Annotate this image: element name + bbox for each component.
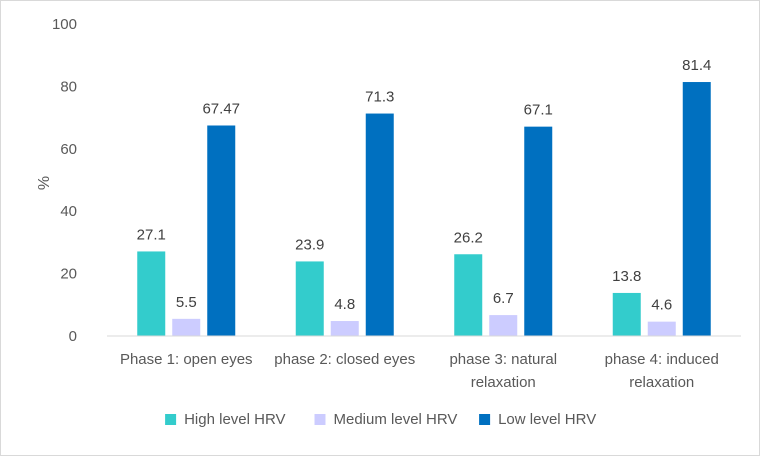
bar <box>454 254 483 336</box>
y-tick-label: 100 <box>52 16 77 33</box>
legend-swatch <box>165 414 177 425</box>
data-label: 23.9 <box>295 236 324 253</box>
x-category-label: Phase 1: open eyes <box>120 351 253 368</box>
y-tick-label: 60 <box>60 141 77 158</box>
bar <box>295 261 324 336</box>
legend-label: High level HRV <box>184 411 285 428</box>
bar <box>137 251 166 336</box>
data-label: 4.8 <box>334 296 355 313</box>
data-label: 67.1 <box>524 102 553 119</box>
bar <box>172 318 201 336</box>
x-category-label: phase 3: natural <box>449 351 557 368</box>
bar <box>682 82 711 336</box>
bar <box>524 126 553 336</box>
data-label: 71.3 <box>365 89 394 106</box>
y-tick-label: 80 <box>60 78 77 95</box>
data-label: 4.6 <box>651 297 672 314</box>
data-label: 27.1 <box>137 226 166 243</box>
legend-swatch <box>314 414 326 425</box>
x-category-label: phase 2: closed eyes <box>274 351 415 368</box>
legend-swatch <box>479 414 491 425</box>
data-label: 81.4 <box>682 57 711 74</box>
y-tick-label: 40 <box>60 203 77 220</box>
bar <box>207 125 236 337</box>
bar <box>489 315 518 336</box>
x-category-label: phase 4: induced <box>605 351 719 368</box>
data-label: 13.8 <box>612 268 641 285</box>
legend-label: Low level HRV <box>498 411 596 428</box>
y-tick-label: 0 <box>69 328 77 345</box>
y-axis-label: % <box>36 176 53 190</box>
x-category-label: relaxation <box>471 374 536 391</box>
y-tick-label: 20 <box>60 266 77 283</box>
data-label: 6.7 <box>493 290 514 307</box>
legend-label: Medium level HRV <box>334 411 458 428</box>
data-label: 67.47 <box>202 100 240 117</box>
x-category-label: relaxation <box>629 374 694 391</box>
bar <box>330 321 359 336</box>
bar <box>612 292 641 336</box>
bar <box>647 321 676 336</box>
bar <box>365 113 394 336</box>
data-label: 26.2 <box>454 229 483 246</box>
data-label: 5.5 <box>176 294 197 311</box>
